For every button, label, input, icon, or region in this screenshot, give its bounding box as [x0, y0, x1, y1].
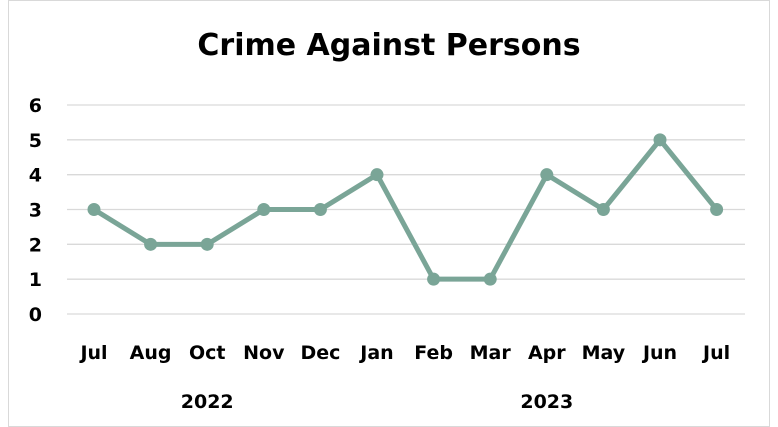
y-tick-label: 6	[29, 95, 42, 117]
x-tick-label: Nov	[243, 342, 285, 364]
y-tick-label: 3	[29, 200, 42, 222]
data-point	[653, 133, 667, 147]
x-tick-label: Aug	[130, 342, 172, 364]
y-tick-label: 5	[29, 130, 42, 152]
data-point	[257, 203, 271, 216]
x-axis-groups: 2022 2023	[181, 391, 573, 413]
data-point	[710, 203, 724, 216]
data-point	[313, 203, 327, 216]
x-tick-label: Mar	[470, 342, 512, 364]
chart-title: Crime Against Persons	[197, 28, 581, 63]
y-tick-label: 1	[29, 269, 42, 291]
data-point	[200, 237, 214, 251]
series-layer	[87, 133, 724, 286]
data-point	[144, 237, 158, 251]
x-group-label: 2023	[520, 391, 573, 413]
x-axis-ticks: Jul Aug Oct Nov Dec Jan Feb Mar Apr May Jun Jul	[78, 342, 730, 364]
x-tick-label: Jun	[641, 342, 677, 364]
y-tick-label: 0	[29, 304, 42, 326]
y-tick-label: 2	[29, 234, 42, 256]
y-axis-ticks: 0 1 2 3 4 5 6	[29, 95, 42, 326]
chart-frame	[8, 0, 770, 427]
x-tick-label: Jan	[358, 342, 393, 364]
series-line	[91, 137, 720, 282]
x-tick-label: Jul	[701, 342, 730, 364]
data-point	[370, 168, 384, 182]
data-point	[427, 272, 441, 286]
data-point	[483, 272, 497, 286]
x-group-label: 2022	[181, 391, 234, 413]
x-tick-label: Dec	[300, 342, 340, 364]
x-tick-label: Oct	[189, 342, 226, 364]
x-tick-label: Jul	[78, 342, 107, 364]
data-point	[540, 168, 554, 182]
x-tick-label: Apr	[528, 342, 566, 364]
x-tick-label: Feb	[414, 342, 453, 364]
y-tick-label: 4	[29, 165, 42, 187]
data-point	[596, 203, 610, 216]
x-tick-label: May	[582, 342, 626, 364]
data-point	[87, 203, 101, 216]
gridlines	[67, 104, 745, 315]
